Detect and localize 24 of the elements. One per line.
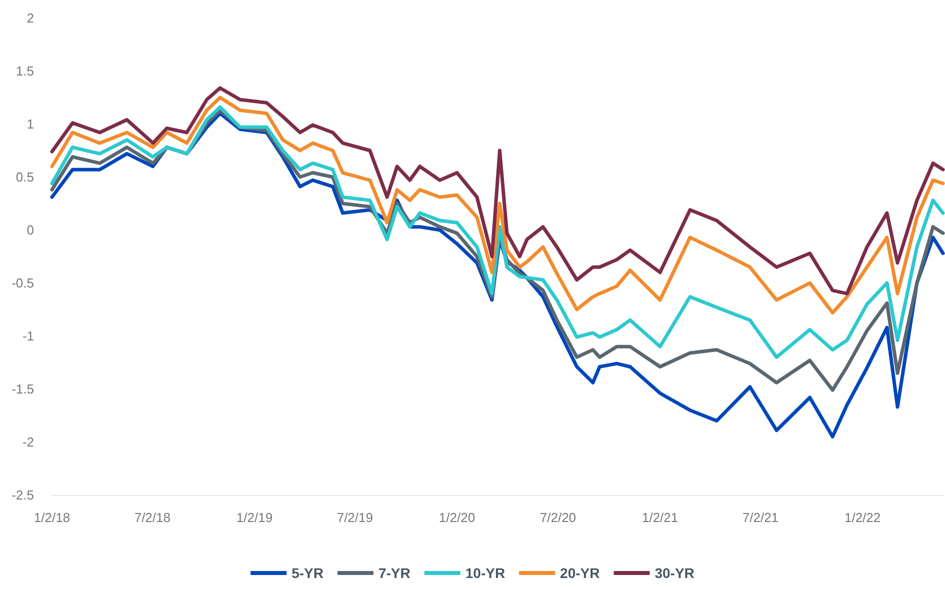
y-tick-label: 1 <box>26 116 34 132</box>
x-tick-label: 1/2/18 <box>34 510 70 525</box>
y-tick-label: 1.5 <box>16 64 34 78</box>
x-tick-label: 1/2/19 <box>236 510 273 525</box>
y-tick-label: -1.5 <box>12 382 34 396</box>
x-tick-label: 7/2/21 <box>742 510 779 525</box>
y-tick-label: -0.5 <box>12 276 34 290</box>
x-tick-label: 7/2/18 <box>134 510 170 525</box>
x-tick-label: 1/2/21 <box>642 510 678 525</box>
x-tick-label: 7/2/19 <box>336 510 373 525</box>
x-tick-label: 1/2/22 <box>844 510 881 525</box>
y-tick-label: -2 <box>22 434 34 450</box>
y-tick-label: 0.5 <box>16 170 34 184</box>
legend-label: 7-YR <box>378 565 410 581</box>
y-tick-label: 0 <box>26 222 34 238</box>
y-tick-label: -1 <box>22 328 34 344</box>
legend-label: 10-YR <box>465 565 506 581</box>
legend-label: 20-YR <box>560 565 600 581</box>
x-tick-label: 7/2/20 <box>540 510 576 525</box>
legend-label: 5-YR <box>292 565 324 581</box>
legend-label: 30-YR <box>654 565 694 581</box>
x-tick-label: 1/2/20 <box>438 510 476 525</box>
y-tick-label: -2.5 <box>12 488 34 502</box>
y-tick-label: 2 <box>26 10 34 26</box>
